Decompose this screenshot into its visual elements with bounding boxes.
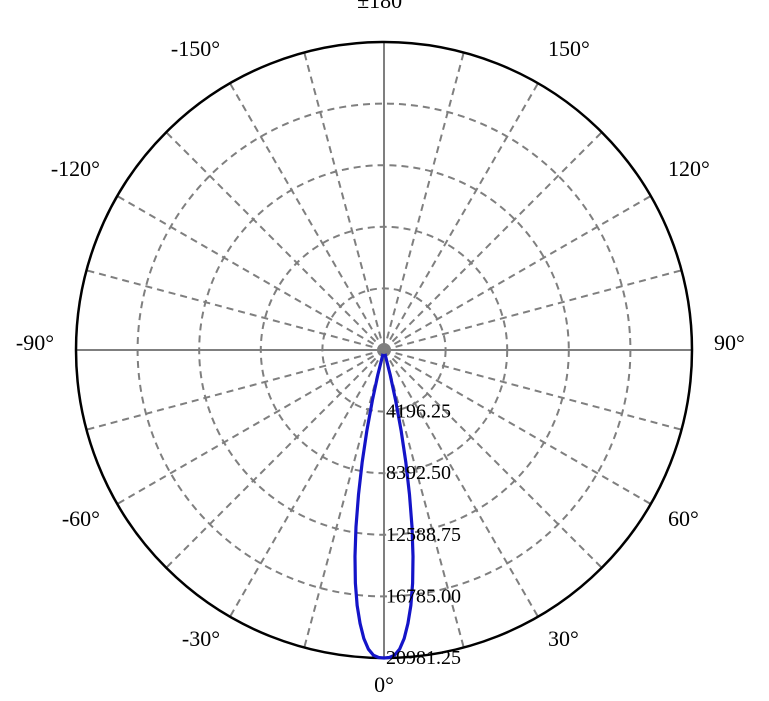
angle-label: 120° <box>668 156 710 181</box>
angle-label: 150° <box>548 36 590 61</box>
radial-tick-label: 8392.50 <box>386 462 451 484</box>
angle-label: -30° <box>182 626 220 651</box>
angle-label: -120° <box>51 156 100 181</box>
angle-label: -60° <box>62 506 100 531</box>
radial-tick-label: 16785.00 <box>386 585 461 607</box>
angle-label: 30° <box>548 626 579 651</box>
angle-label: -90° <box>16 330 54 355</box>
angle-label: -150° <box>171 36 220 61</box>
angle-label: ±180° <box>357 0 411 13</box>
angle-label: 90° <box>714 330 745 355</box>
polar-svg: 4196.25 8392.50 12588.75 16785.00 20981.25 0°… <box>0 0 769 701</box>
radial-tick-label: 12588.75 <box>386 524 461 546</box>
radial-tick-label: 20981.25 <box>386 647 461 669</box>
angle-label: 0° <box>374 672 394 697</box>
angle-label: 60° <box>668 506 699 531</box>
polar-chart: 4196.25 8392.50 12588.75 16785.00 20981.25 0°… <box>0 0 769 701</box>
radial-tick-label: 4196.25 <box>386 401 451 423</box>
